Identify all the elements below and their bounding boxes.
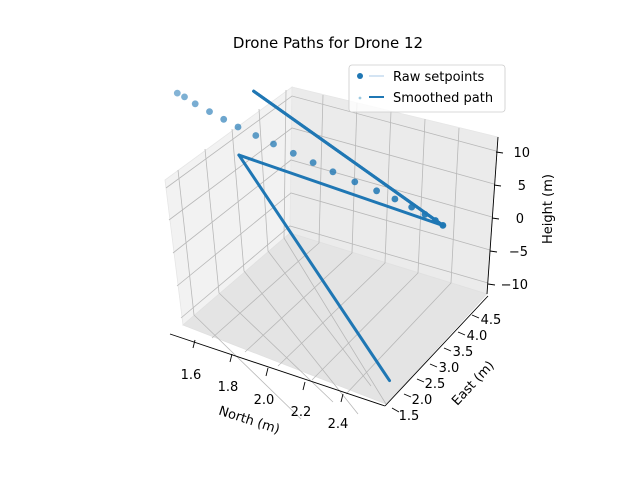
grid-x-2 [204, 148, 334, 403]
raw-setpoint-marker [373, 187, 380, 195]
chart-title: Drone Paths for Drone 12 [233, 34, 423, 52]
raw-setpoint-marker [289, 149, 297, 157]
raw-setpoints-layer [173, 89, 447, 229]
z-axis-label: Height (m) [541, 174, 556, 244]
y-tick-label-4: 3.0 [439, 361, 460, 376]
x-tick-mark-2 [229, 353, 233, 363]
smoothed-path-segment [237, 153, 391, 383]
x-tick-mark-4 [302, 381, 306, 391]
raw-setpoint-marker [329, 168, 337, 176]
y-tick-label-1: 1.5 [399, 409, 420, 424]
x-tick-mark-3 [265, 367, 269, 377]
z-tick-mark-1 [495, 151, 504, 154]
x-axis-line [169, 333, 386, 407]
raw-setpoint-marker [252, 132, 260, 139]
legend-box [348, 64, 506, 113]
legend-smooth-marker [358, 96, 362, 100]
raw-setpoint-marker [191, 100, 199, 108]
y-axis-line [384, 295, 489, 407]
raw-setpoint-marker [206, 108, 213, 115]
raw-setpoint-marker [432, 217, 439, 224]
y-tick-label-5: 3.5 [453, 345, 474, 360]
grid-z-1 [165, 95, 497, 189]
y-tick-label-3: 2.5 [425, 377, 446, 392]
x-tick-label-1: 1.6 [181, 368, 202, 383]
x-tick-label-3: 2.0 [254, 393, 275, 408]
legend-raw-label: Raw setpoints [393, 70, 485, 85]
z-tick-mark-4 [489, 250, 498, 253]
z-tick-label-1: 10 [513, 146, 530, 161]
legend: Raw setpoints Smoothed path [348, 64, 506, 113]
x-tick-label-4: 2.2 [291, 405, 312, 420]
x-tick-label-2: 1.8 [218, 380, 239, 395]
grid-y-1 [211, 94, 324, 339]
z-tick-mark-2 [493, 184, 502, 187]
x-axis-label: North (m) [217, 404, 282, 438]
tick-marks [192, 151, 504, 413]
z-tick-mark-3 [491, 217, 500, 220]
z-axis-line [486, 136, 499, 295]
y-tick-mark-6 [457, 331, 466, 336]
z-tick-label-2: 5 [518, 179, 526, 194]
z-tick-label-3: 0 [516, 212, 524, 227]
grid-y-2 [244, 102, 358, 353]
y-tick-label-6: 4.0 [467, 329, 488, 344]
raw-setpoint-marker [391, 195, 399, 203]
grid-z-4 [176, 192, 491, 287]
x-tick-label-5: 2.4 [328, 417, 349, 432]
grid-x-3 [231, 128, 359, 415]
grid-y-3 [277, 110, 392, 367]
z-tick-mark-5 [487, 283, 496, 286]
raw-setpoint-marker [173, 89, 181, 97]
y-tick-label-2: 2.0 [412, 393, 433, 408]
z-tick-label-5: −10 [501, 278, 528, 293]
y-tick-mark-5 [443, 347, 452, 352]
smoothed-path-segment [252, 89, 445, 227]
smoothed-path-layer [237, 89, 445, 383]
grid-x-1 [177, 169, 302, 420]
raw-setpoint-marker [234, 123, 242, 131]
y-tick-mark-7 [471, 314, 480, 319]
grid-y-4 [311, 118, 426, 381]
y-tick-mark-3 [416, 378, 425, 383]
grid-lines [165, 89, 497, 420]
grid-x-5 [283, 89, 387, 405]
z-tick-label-4: −5 [509, 245, 528, 260]
raw-setpoint-marker [421, 211, 429, 218]
y-tick-mark-1 [391, 407, 400, 413]
raw-setpoint-marker [309, 159, 317, 167]
smoothed-path-segment [237, 153, 445, 227]
y-tick-mark-2 [403, 393, 412, 398]
raw-setpoint-marker [270, 140, 277, 148]
legend-raw-marker [357, 73, 363, 79]
grid-y-5 [345, 127, 460, 395]
raw-setpoint-marker [220, 115, 228, 123]
grid-x-4 [258, 108, 372, 387]
y-tick-label-7: 4.5 [481, 313, 502, 328]
x-tick-mark-1 [192, 339, 196, 349]
grid-z-2 [168, 127, 495, 221]
y-tick-mark-4 [429, 363, 438, 368]
raw-setpoint-marker [181, 93, 188, 101]
legend-smooth-label: Smoothed path [393, 91, 493, 106]
raw-setpoint-marker [408, 203, 416, 211]
x-tick-mark-5 [340, 393, 344, 403]
raw-setpoint-marker [439, 222, 447, 229]
raw-setpoint-marker [351, 178, 359, 186]
grid-z-5 [180, 225, 489, 319]
grid-z-3 [172, 159, 493, 254]
